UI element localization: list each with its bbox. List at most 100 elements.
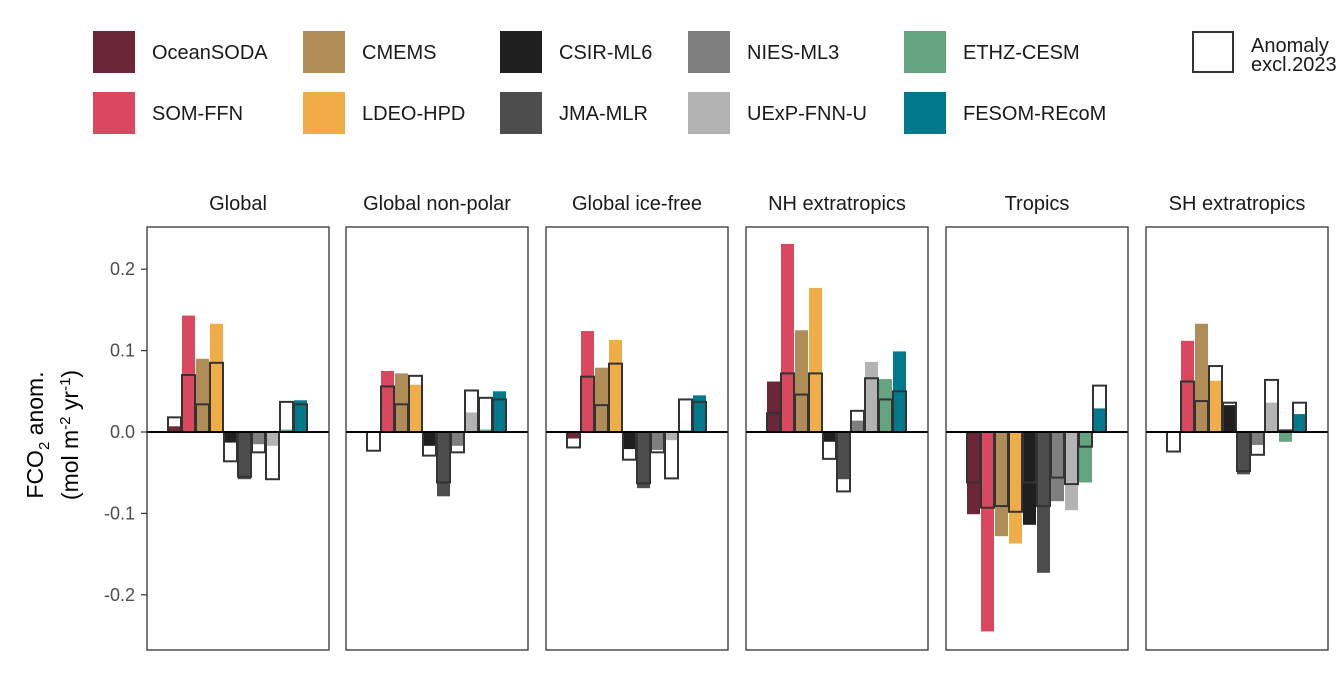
bar-anomaly-oceansoda bbox=[967, 432, 980, 515]
panel-global-non-polar: Global non-polar bbox=[345, 193, 529, 651]
bar-anomaly-ldeo-hpd bbox=[1009, 432, 1022, 544]
legend-swatch-som-ffn bbox=[93, 92, 135, 134]
panel-sh-extratropics: SH extratropics bbox=[1145, 193, 1329, 651]
panel-title: Tropics bbox=[1005, 193, 1070, 215]
bar-anomaly-fesom-recom bbox=[1093, 408, 1106, 432]
panel-global-ice-free: Global ice-free bbox=[545, 193, 729, 651]
y-axis-title: FCO2 anom.(mol m-2 yr-1) bbox=[22, 370, 83, 500]
y-tick-label: 0.0 bbox=[110, 422, 135, 442]
bar-anomaly-cmems bbox=[995, 432, 1008, 537]
y-axis-title-line1: FCO2 anom. bbox=[22, 371, 53, 498]
bar-excl-2023-ethz-cesm bbox=[678, 398, 693, 434]
panel-title: Global non-polar bbox=[363, 193, 511, 215]
panel-title: NH extratropics bbox=[768, 193, 906, 215]
bar-anomaly-oceansoda bbox=[767, 381, 780, 432]
legend: OceanSODA SOM-FFN CMEMS LDEO-HPD CSIR-ML6 JMA… bbox=[93, 31, 1337, 134]
bar-anomaly-fesom-recom bbox=[294, 400, 307, 432]
bar-anomaly-som-ffn bbox=[182, 315, 195, 432]
legend-swatch-csir-ml6 bbox=[500, 31, 542, 73]
y-tick-label: -0.1 bbox=[104, 503, 135, 523]
panel-border bbox=[745, 226, 929, 651]
panel-border bbox=[945, 226, 1129, 651]
bar-anomaly-ethz-cesm bbox=[879, 379, 892, 432]
legend-item-cmems: CMEMS bbox=[303, 31, 436, 73]
bar-anomaly-oceansoda bbox=[567, 432, 580, 439]
legend-item-oceansoda: OceanSODA bbox=[93, 31, 268, 73]
legend-item-fesom-recom: FESOM-REcoM bbox=[904, 92, 1106, 134]
bar-excl-2023-oceansoda bbox=[366, 431, 381, 452]
legend-item-nies-ml3: NIES-ML3 bbox=[688, 31, 839, 73]
legend-item-uexp-fnn-u: UExP-FNN-U bbox=[688, 92, 867, 134]
legend-swatch-oceansoda bbox=[93, 31, 135, 73]
bar-anomaly-nies-ml3 bbox=[1051, 432, 1064, 502]
legend-label-outline-line2: excl.2023 bbox=[1251, 54, 1337, 76]
bar-anomaly-fesom-recom bbox=[493, 391, 506, 432]
legend-item-ethz-cesm: ETHZ-CESM bbox=[904, 31, 1080, 73]
bar-anomaly-cmems bbox=[196, 358, 209, 432]
bar-anomaly-som-ffn bbox=[981, 432, 994, 632]
bar-anomaly-nies-ml3 bbox=[651, 432, 664, 450]
bar-anomaly-ldeo-hpd bbox=[210, 323, 223, 432]
bar-anomaly-ldeo-hpd bbox=[809, 287, 822, 432]
legend-label-jma-mlr: JMA-MLR bbox=[559, 103, 648, 125]
legend-label-ldeo-hpd: LDEO-HPD bbox=[362, 103, 465, 125]
legend-label-nies-ml3: NIES-ML3 bbox=[747, 42, 839, 64]
panel-title: SH extratropics bbox=[1169, 193, 1306, 215]
panel-title: Global bbox=[209, 193, 267, 215]
bar-anomaly-uexp-fnn-u bbox=[865, 361, 878, 432]
bar-anomaly-ldeo-hpd bbox=[409, 384, 422, 432]
legend-swatch-ethz-cesm bbox=[904, 31, 946, 73]
legend-swatch-fesom-recom bbox=[904, 92, 946, 134]
bar-anomaly-ldeo-hpd bbox=[1209, 380, 1222, 432]
bar-anomaly-csir-ml6 bbox=[423, 432, 436, 446]
bar-anomaly-csir-ml6 bbox=[823, 432, 836, 442]
y-tick-label: -0.2 bbox=[104, 585, 135, 605]
bar-anomaly-ethz-cesm bbox=[280, 429, 293, 432]
bar-anomaly-ethz-cesm bbox=[1279, 432, 1292, 442]
bar-anomaly-uexp-fnn-u bbox=[1065, 432, 1078, 511]
y-axis: 0.2 0.1 0.0 -0.1 -0.2 bbox=[104, 259, 147, 605]
bar-anomaly-csir-ml6 bbox=[1223, 405, 1236, 432]
bar-anomaly-ethz-cesm bbox=[479, 429, 492, 432]
bar-excl-2023-oceansoda bbox=[1166, 431, 1181, 453]
bar-excl-2023-ethz-cesm bbox=[478, 396, 493, 434]
legend-label-oceansoda: OceanSODA bbox=[152, 42, 268, 64]
legend-label-ethz-cesm: ETHZ-CESM bbox=[963, 42, 1080, 64]
legend-label-som-ffn: SOM-FFN bbox=[152, 103, 243, 125]
y-axis-title-line2: (mol m-2 yr-1) bbox=[57, 370, 83, 500]
bar-anomaly-nies-ml3 bbox=[252, 432, 265, 445]
bar-anomaly-uexp-fnn-u bbox=[1265, 402, 1278, 432]
legend-swatch-cmems bbox=[303, 31, 345, 73]
panel-tropics: Tropics bbox=[945, 193, 1129, 651]
bar-anomaly-fesom-recom bbox=[693, 395, 706, 432]
bar-excl-2023-ethz-cesm bbox=[279, 400, 294, 433]
y-tick-label: 0.2 bbox=[110, 259, 135, 279]
bar-anomaly-uexp-fnn-u bbox=[465, 412, 478, 432]
bar-anomaly-ldeo-hpd bbox=[609, 340, 622, 432]
legend-label-csir-ml6: CSIR-ML6 bbox=[559, 42, 652, 64]
legend-label-fesom-recom: FESOM-REcoM bbox=[963, 103, 1106, 125]
bar-anomaly-cmems bbox=[595, 367, 608, 432]
bar-anomaly-jma-mlr bbox=[1037, 432, 1050, 573]
bar-anomaly-jma-mlr bbox=[437, 432, 450, 497]
bar-anomaly-nies-ml3 bbox=[451, 432, 464, 446]
bar-anomaly-fesom-recom bbox=[1293, 414, 1306, 432]
bar-anomaly-som-ffn bbox=[1181, 340, 1194, 432]
panel-border bbox=[1145, 226, 1329, 651]
bar-anomaly-ethz-cesm bbox=[1079, 432, 1092, 483]
panel-border bbox=[345, 226, 529, 651]
bar-anomaly-csir-ml6 bbox=[623, 432, 636, 450]
y-tick-label: 0.1 bbox=[110, 341, 135, 361]
panel-title: Global ice-free bbox=[572, 193, 702, 215]
bar-anomaly-csir-ml6 bbox=[224, 432, 237, 443]
bar-anomaly-uexp-fnn-u bbox=[665, 432, 678, 441]
legend-item-jma-mlr: JMA-MLR bbox=[500, 92, 648, 134]
legend-label-uexp-fnn-u: UExP-FNN-U bbox=[747, 103, 867, 125]
bar-anomaly-som-ffn bbox=[781, 243, 794, 432]
panel-border bbox=[545, 226, 729, 651]
panel-border bbox=[146, 226, 330, 651]
facet-panels: Global Global non-polar Global ice-free NH … bbox=[146, 193, 1329, 651]
